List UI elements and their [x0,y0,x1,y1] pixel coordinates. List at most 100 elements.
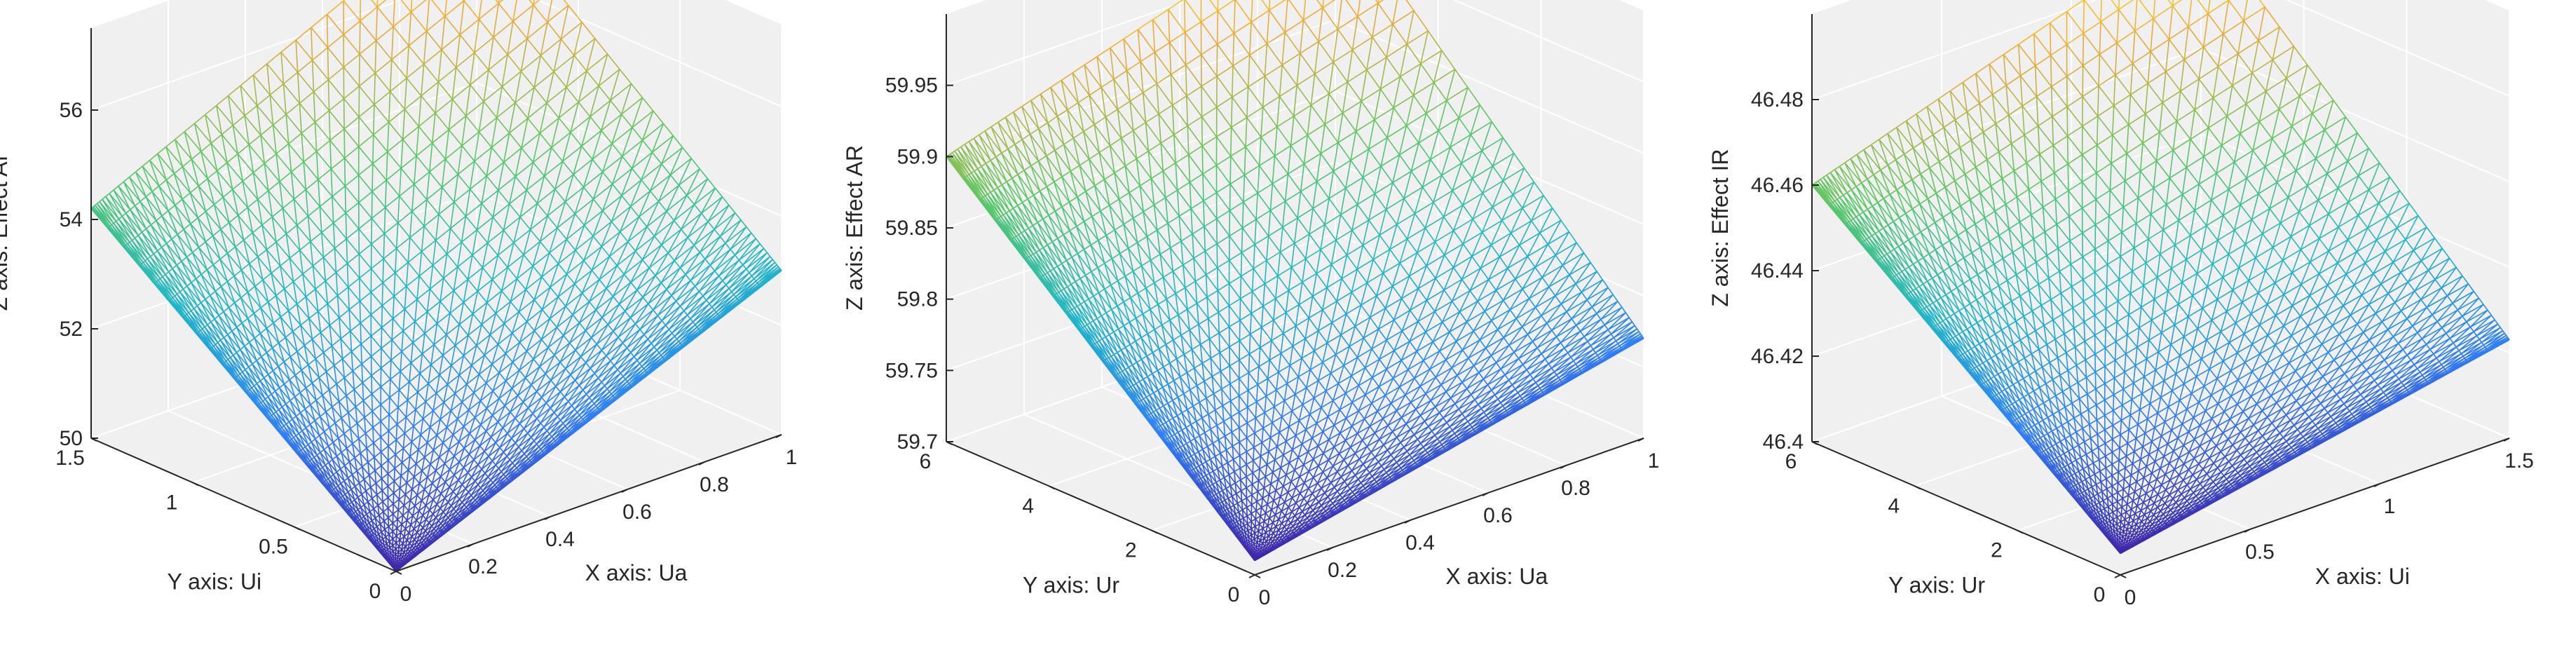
mesh-segment [360,0,362,22]
mesh-segment [397,510,399,520]
mesh-segment [256,383,266,400]
mesh-segment [245,366,250,370]
mesh-segment [328,459,333,463]
mesh-segment [204,326,219,344]
mesh-segment [393,493,395,504]
mesh-segment [220,339,234,356]
mesh-segment [360,322,362,344]
mesh-segment [115,221,132,241]
mesh-segment [223,337,238,353]
mesh-segment [304,446,315,458]
mesh-segment [369,508,374,512]
mesh-segment [388,534,393,540]
mesh-segment [381,490,383,502]
mesh-segment [298,433,309,445]
mesh-segment [332,459,338,473]
mesh-segment [371,520,375,529]
mesh-segment [210,321,222,341]
mesh-segment [259,377,265,381]
mesh-segment [369,511,373,521]
mesh-segment [313,454,318,459]
z-tick-label: 54 [60,208,83,231]
mesh-segment [149,256,163,278]
mesh-segment [384,526,389,530]
mesh-segment [288,421,299,434]
mesh-segment [347,489,352,493]
mesh-segment [168,268,173,273]
mesh-segment [367,501,371,512]
mesh-segment [264,398,277,413]
mesh-segment [179,288,184,292]
mesh-segment [186,285,198,306]
mesh-segment [121,212,127,217]
mesh-segment [340,483,349,493]
mesh-segment [395,539,400,543]
mesh-segment [325,462,329,466]
mesh-segment [363,516,370,524]
mesh-segment [115,218,120,222]
mesh-segment [361,494,365,505]
mesh-segment [374,517,378,527]
mesh-segment [247,367,258,384]
mesh-segment [242,372,255,386]
y-axis-label: Y axis: Ui [168,569,262,595]
mesh-segment [381,305,383,328]
mesh-segment [372,517,376,522]
mesh-segment [322,467,332,477]
mesh-segment [292,419,303,432]
mesh-segment [196,302,202,306]
mesh-segment [388,531,393,535]
mesh-segment [381,466,383,479]
mesh-segment [301,430,312,442]
mesh-segment [298,433,306,447]
mesh-segment [295,433,299,437]
mesh-segment [369,520,373,524]
mesh-segment [227,334,238,353]
mesh-segment [380,520,385,525]
mesh-segment [196,305,208,325]
x-tick-label: 0.4 [545,528,575,551]
mesh-segment [357,507,362,510]
mesh-segment [307,444,318,456]
mesh-segment [217,339,222,344]
mesh-segment [264,396,268,400]
mesh-segment [360,344,362,365]
mesh-segment [271,393,280,410]
mesh-segment [99,198,103,203]
mesh-segment [372,135,374,164]
z-tick-label: 56 [60,99,83,122]
mesh-segment [344,491,348,495]
mesh-segment [281,403,287,408]
mesh-segment [223,337,234,356]
mesh-segment [131,237,135,241]
mesh-segment [267,393,272,398]
mesh-segment [149,256,166,276]
mesh-segment [301,430,309,445]
mesh-segment [259,380,269,398]
mesh-segment [229,357,243,373]
mesh-segment [316,454,326,466]
mesh-segment [363,501,369,505]
mesh-segment [118,215,123,220]
mesh-segment [275,409,280,413]
mesh-segment [374,517,381,524]
mesh-segment [137,231,143,236]
mesh-segment [344,186,347,213]
mesh-segment [351,499,355,503]
mesh-segment [323,449,329,463]
mesh-segment [214,318,225,338]
mesh-segment [200,302,212,322]
mesh-segment [336,468,341,473]
mesh-segment [337,483,341,487]
mesh-segment [385,536,390,542]
mesh-segment [95,203,98,206]
mesh-segment [263,377,272,395]
x-tick-label: 0.6 [622,501,652,524]
mesh-segment [220,339,231,358]
mesh-segment [137,235,151,257]
mesh-segment [165,274,178,294]
mesh-segment [295,416,303,431]
mesh-segment [292,415,297,420]
mesh-segment [105,196,120,219]
mesh-segment [354,499,362,508]
